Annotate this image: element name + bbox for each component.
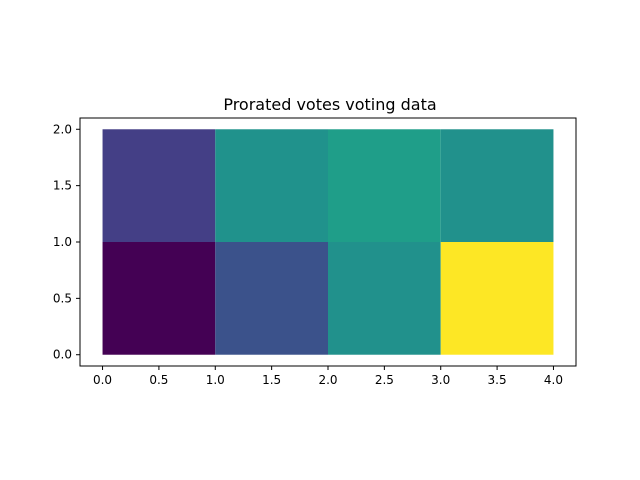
x-tick-label: 0.5 — [149, 373, 168, 387]
heatmap-cell-6 — [328, 129, 441, 242]
x-tick-label: 0.0 — [93, 373, 112, 387]
heatmap-cell-4 — [102, 129, 216, 242]
heatmap-cell-7 — [440, 129, 554, 242]
x-tick-label: 4.0 — [544, 373, 563, 387]
heatmap-cell-1 — [215, 242, 328, 355]
x-tick-label: 2.5 — [375, 373, 394, 387]
x-tick-label: 2.0 — [318, 373, 337, 387]
heatmap-cell-5 — [215, 129, 328, 242]
heatmap-cell-2 — [328, 242, 441, 355]
x-tick-label: 1.5 — [262, 373, 281, 387]
y-tick-label: 0.5 — [53, 291, 72, 305]
heatmap-cells — [102, 129, 554, 355]
x-tick-label: 1.0 — [206, 373, 225, 387]
chart-title: Prorated votes voting data — [223, 95, 436, 114]
x-tick-label: 3.5 — [488, 373, 507, 387]
heatmap-cell-0 — [102, 242, 216, 355]
y-tick-label: 1.5 — [53, 179, 72, 193]
heatmap-cell-3 — [440, 242, 554, 355]
y-tick-label: 0.0 — [53, 348, 72, 362]
y-tick-label: 1.0 — [53, 235, 72, 249]
x-tick-label: 3.0 — [431, 373, 450, 387]
y-axis-ticks: 0.0 0.5 1.0 1.5 2.0 — [53, 122, 80, 362]
x-axis-ticks: 0.0 0.5 1.0 1.5 2.0 2.5 3.0 3.5 4.0 — [93, 366, 563, 387]
y-tick-label: 2.0 — [53, 122, 72, 136]
